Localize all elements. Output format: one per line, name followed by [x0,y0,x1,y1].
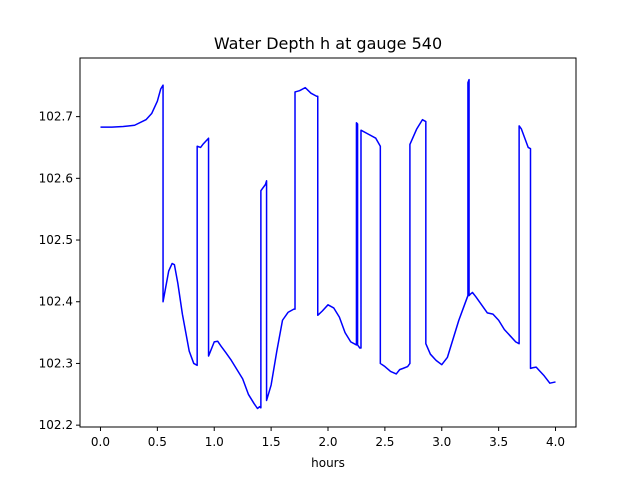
x-tick-label: 2.5 [375,435,394,449]
y-axis: 102.2 102.3 102.4 102.5 102.6 102.7 [39,110,80,432]
x-tick-label: 3.5 [489,435,508,449]
y-tick-label: 102.4 [39,295,73,309]
x-tick-label: 4.0 [546,435,565,449]
x-tick-label: 0.5 [148,435,167,449]
x-axis-label: hours [311,456,345,470]
series-layer [100,78,556,410]
x-tick-label: 2.0 [318,435,337,449]
y-tick-label: 102.6 [39,171,73,185]
x-tick-label: 3.0 [432,435,451,449]
plot-area: 0.0 0.5 1.0 1.5 2.0 2.5 3.0 3.5 4.0 102.2102.310… [39,57,577,449]
y-tick-label: 102.3 [39,356,73,370]
series-line-0 [100,78,556,410]
x-axis: 0.0 0.5 1.0 1.5 2.0 2.5 3.0 3.5 4.0 [91,427,565,449]
x-tick-label: 0.0 [91,435,110,449]
y-tick-label: 102.7 [39,110,73,124]
y-tick-label: 102.2 [39,418,73,432]
x-tick-label: 1.0 [205,435,224,449]
y-tick-label: 102.5 [39,233,73,247]
plot-frame [79,57,577,428]
x-tick-label: 1.5 [262,435,281,449]
chart-title: Water Depth h at gauge 540 [214,34,442,53]
